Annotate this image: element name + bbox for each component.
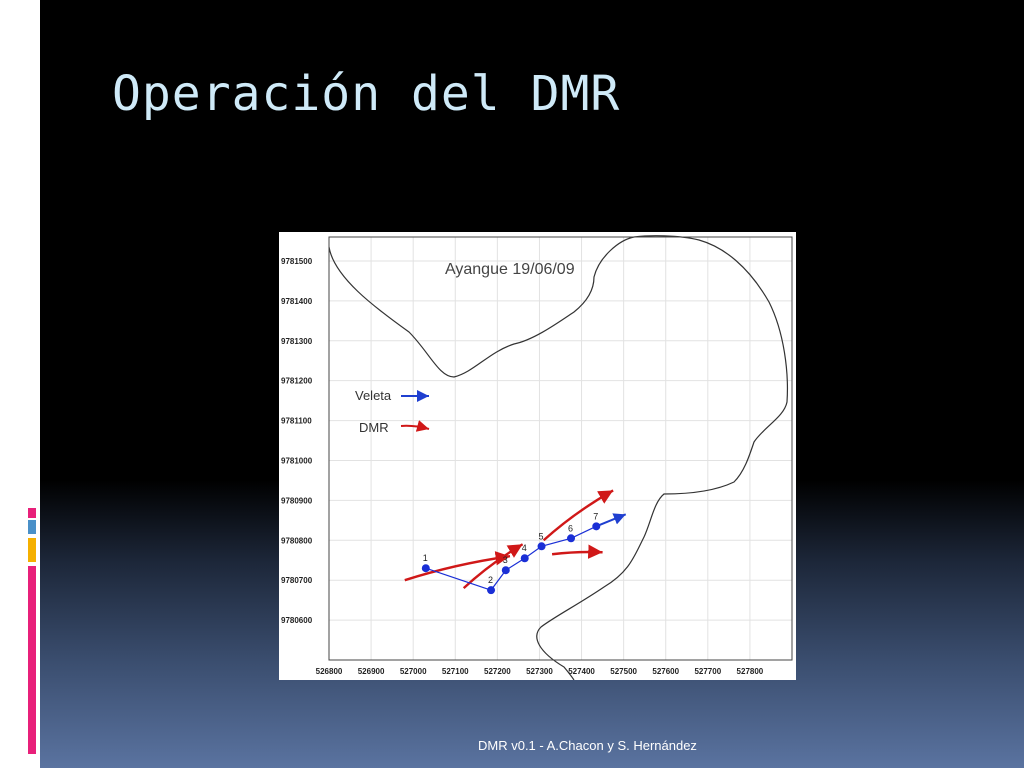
point-4 bbox=[520, 554, 529, 563]
x-tick-label: 527800 bbox=[737, 667, 764, 676]
veleta-vector-0 bbox=[595, 513, 627, 528]
y-tick-label: 9781200 bbox=[281, 377, 313, 386]
point-label: 5 bbox=[539, 531, 544, 541]
x-tick-label: 527000 bbox=[400, 667, 427, 676]
legend: Veleta DMR bbox=[355, 388, 430, 435]
y-tick-label: 9781400 bbox=[281, 297, 313, 306]
point-label: 4 bbox=[522, 543, 527, 553]
point-label: 2 bbox=[488, 575, 493, 585]
slide-title: Operación del DMR bbox=[112, 66, 621, 122]
dmr-vector-3 bbox=[551, 544, 603, 559]
point-label: 7 bbox=[593, 511, 598, 521]
y-tick-label: 9780900 bbox=[281, 496, 313, 505]
map-figure: 9780600 9780700 9780800 9780900 9781000 97811… bbox=[279, 232, 796, 680]
point-7 bbox=[592, 522, 601, 531]
y-tick-label: 9780700 bbox=[281, 576, 313, 585]
deco-bar-blue bbox=[28, 520, 36, 534]
x-tick-label: 526900 bbox=[358, 667, 385, 676]
dmr-vector-1 bbox=[462, 543, 524, 590]
y-tick-label: 9781500 bbox=[281, 257, 313, 266]
grid-lines bbox=[328, 237, 792, 660]
deco-bar-pink-2 bbox=[28, 566, 36, 754]
point-5 bbox=[537, 542, 546, 551]
y-tick-label: 9780800 bbox=[281, 536, 313, 545]
y-tick-label: 9781300 bbox=[281, 337, 313, 346]
x-axis-ticks: 526800 526900 527000 527100 527200 527300 5274… bbox=[316, 667, 764, 676]
deco-bar-gold bbox=[28, 538, 36, 562]
x-tick-label: 527300 bbox=[526, 667, 553, 676]
dmr-vector-0 bbox=[404, 551, 511, 582]
vector-layer bbox=[404, 489, 627, 590]
point-label: 1 bbox=[423, 553, 428, 563]
x-tick-label: 526800 bbox=[316, 667, 343, 676]
point-2 bbox=[487, 586, 496, 595]
dmr-vector-2 bbox=[542, 489, 614, 542]
x-tick-label: 527500 bbox=[610, 667, 637, 676]
chart-title: Ayangue 19/06/09 bbox=[445, 261, 575, 278]
point-label: 6 bbox=[568, 523, 573, 533]
point-3 bbox=[501, 566, 510, 575]
y-tick-label: 9781100 bbox=[281, 417, 312, 426]
y-tick-label: 9780600 bbox=[281, 616, 313, 625]
map-chart: 9780600 9780700 9780800 9780900 9781000 97811… bbox=[281, 235, 793, 680]
plot-frame bbox=[328, 236, 793, 661]
y-tick-label: 9781000 bbox=[281, 456, 313, 465]
point-label: 3 bbox=[503, 555, 508, 565]
slide-footer: DMR v0.1 - A.Chacon y S. Hernández bbox=[478, 738, 697, 753]
legend-arrow-dmr bbox=[400, 420, 430, 432]
x-tick-label: 527400 bbox=[568, 667, 595, 676]
deco-bar-pink-1 bbox=[28, 508, 36, 518]
point-1 bbox=[421, 564, 430, 573]
legend-label-veleta: Veleta bbox=[355, 388, 392, 403]
point-6 bbox=[567, 534, 576, 543]
legend-label-dmr: DMR bbox=[359, 420, 389, 435]
x-tick-label: 527700 bbox=[694, 667, 721, 676]
x-tick-label: 527200 bbox=[484, 667, 511, 676]
x-tick-label: 527100 bbox=[442, 667, 469, 676]
y-axis-ticks: 9780600 9780700 9780800 9780900 9781000 97811… bbox=[281, 257, 313, 625]
coastline-path bbox=[328, 235, 788, 680]
x-tick-label: 527600 bbox=[652, 667, 679, 676]
